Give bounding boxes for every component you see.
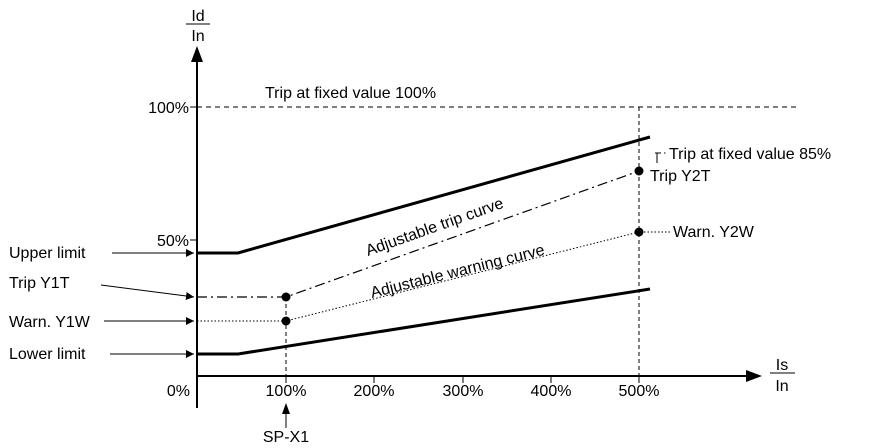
warn-y2w-label: Warn. Y2W — [673, 224, 755, 241]
upper-limit-label: Upper limit — [9, 245, 86, 262]
y-tick-label-50: 50% — [157, 233, 189, 250]
trip-y1t-label: Trip Y1T — [9, 275, 70, 292]
x-axis-label-denominator: In — [775, 378, 788, 395]
warn-y1w-label: Warn. Y1W — [9, 314, 91, 331]
trip-fixed-100-label: Trip at fixed value 100% — [265, 85, 436, 102]
y-axis-arrowhead — [191, 46, 203, 62]
x-tick-label-500: 500% — [619, 383, 660, 400]
adjustable-trip-curve-label: Adjustable trip curve — [364, 195, 506, 260]
lower-limit-curve — [197, 287, 651, 356]
trip-fixed-85-label: Trip at fixed value 85% — [669, 146, 831, 163]
x-tick-label-100: 100% — [266, 383, 307, 400]
x-tick-label-200: 200% — [354, 383, 395, 400]
y-axis-label-numerator: Id — [191, 8, 204, 25]
sp-x1-label: SP-X1 — [263, 429, 309, 446]
point-y2w — [634, 227, 644, 237]
trip-y1t-arrow — [100, 284, 195, 300]
sp-x1-arrowhead — [282, 403, 290, 414]
lower-limit-label: Lower limit — [9, 346, 86, 363]
point-y2t — [634, 166, 644, 176]
y-axis-label-denominator: In — [191, 28, 204, 45]
upper-limit-curve — [197, 135, 651, 255]
adjustable-warning-curve-label: Adjustable warning curve — [369, 242, 547, 302]
x-tick-label-300: 300% — [443, 383, 484, 400]
trip-y2t-label: Trip Y2T — [650, 168, 711, 185]
y-tick-label-100: 100% — [148, 100, 189, 117]
point-y1w — [281, 316, 291, 326]
x-tick-label-400: 400% — [531, 383, 572, 400]
x-axis-label-numerator: Is — [776, 357, 788, 374]
x-tick-label-0: 0% — [167, 383, 190, 400]
x-axis-arrowhead — [746, 370, 762, 382]
point-y1t — [281, 292, 291, 302]
